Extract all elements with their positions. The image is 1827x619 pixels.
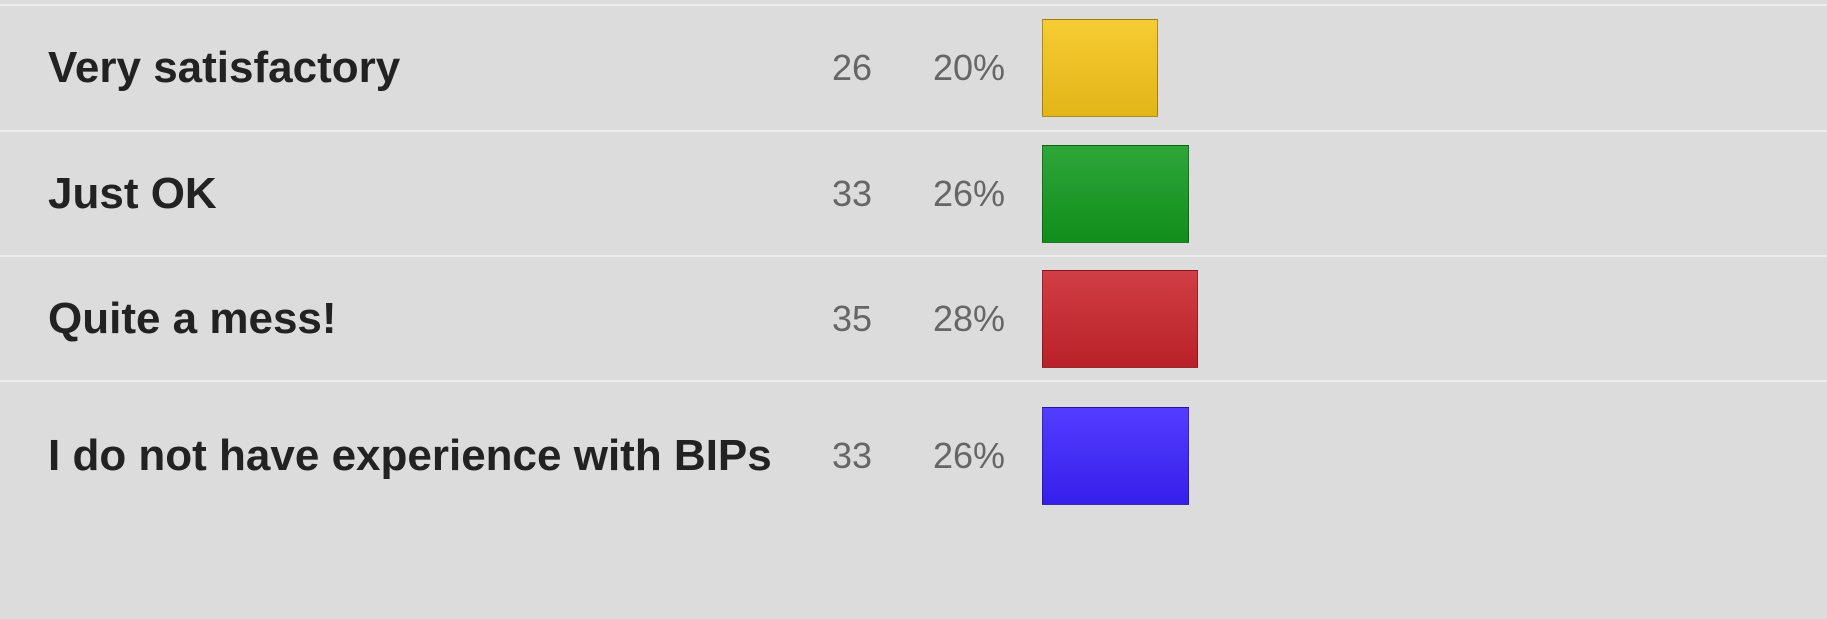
result-row: Just OK 33 26%: [0, 130, 1827, 255]
option-label: Just OK: [48, 168, 217, 218]
count-label: 33: [831, 435, 872, 476]
result-row: I do not have experience with BIPs 33 26%: [0, 380, 1827, 530]
option-label: Quite a mess!: [48, 293, 337, 343]
option-label: I do not have experience with BIPs: [48, 431, 772, 480]
percent-label: 28%: [932, 297, 1005, 339]
percent-label: 26%: [932, 172, 1005, 214]
percent-label: 26%: [932, 435, 1005, 476]
result-row: Quite a mess! 35 28%: [0, 255, 1827, 380]
bar: [1042, 269, 1198, 368]
bar: [1042, 144, 1189, 243]
bar: [1042, 407, 1189, 505]
result-row: Very satisfactory 26 20%: [0, 4, 1827, 130]
count-label: 35: [831, 297, 872, 339]
count-label: 26: [831, 47, 872, 88]
percent-label: 20%: [932, 47, 1005, 88]
option-label: Very satisfactory: [48, 43, 401, 92]
bar: [1042, 19, 1158, 117]
count-label: 33: [831, 172, 872, 214]
